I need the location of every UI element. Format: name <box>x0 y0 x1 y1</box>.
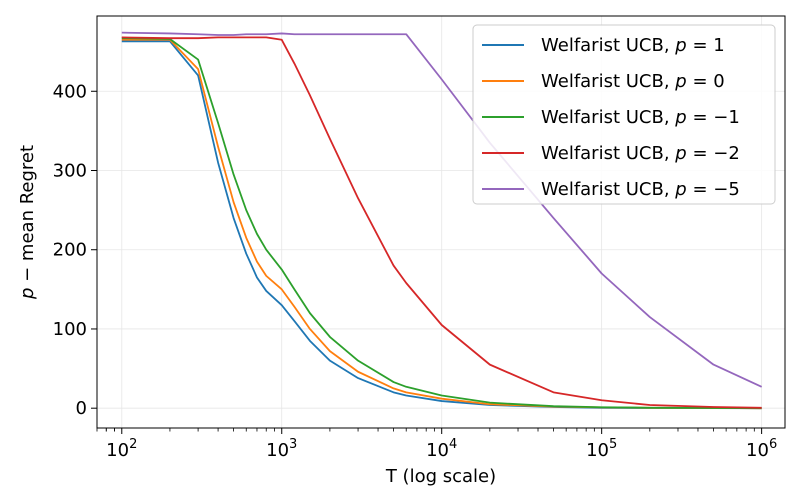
legend-label-prefix: Welfarist UCB, <box>541 71 675 92</box>
y-axis-label-rest: − mean Regret <box>17 145 38 288</box>
x-tick-label: 106 <box>746 437 777 461</box>
series-layer <box>121 31 763 410</box>
y-tick-label: 200 <box>53 240 87 261</box>
x-tick-label-base: 10 <box>426 440 449 461</box>
y-tick-label: 400 <box>53 81 87 102</box>
series-line-3 <box>121 36 762 409</box>
legend-label-prefix: Welfarist UCB, <box>541 143 675 164</box>
legend-label-4: Welfarist UCB, p = −5 <box>541 179 740 200</box>
series-line-2 <box>121 37 762 410</box>
x-tick-label: 103 <box>266 437 297 461</box>
x-tick-label-base: 10 <box>586 440 609 461</box>
legend-label-value: = −1 <box>687 107 740 128</box>
legend-label-0: Welfarist UCB, p = 1 <box>541 35 725 56</box>
y-axis-label-variable: p <box>17 288 38 300</box>
legend-label-variable: p <box>674 71 686 92</box>
legend-label-prefix: Welfarist UCB, <box>541 107 675 128</box>
legend-label-variable: p <box>674 35 686 56</box>
x-tick-label-base: 10 <box>106 440 129 461</box>
x-tick-label-base: 10 <box>746 440 769 461</box>
y-tick-label: 100 <box>53 319 87 340</box>
legend-label-variable: p <box>674 107 686 128</box>
legend-label-value: = 1 <box>687 35 725 56</box>
x-tick-label: 105 <box>586 437 617 461</box>
x-axis-label: T (log scale) <box>385 466 496 487</box>
y-tick-label: 0 <box>76 398 87 419</box>
legend-label-prefix: Welfarist UCB, <box>541 35 675 56</box>
y-axis-label: p − mean Regret <box>17 145 38 300</box>
x-tick-label-base: 10 <box>266 440 289 461</box>
legend-label-variable: p <box>674 179 686 200</box>
legend-label-value: = 0 <box>687 71 725 92</box>
x-tick-label-exponent: 6 <box>769 437 777 452</box>
series-line-4 <box>121 31 763 388</box>
x-tick-label: 104 <box>426 437 457 461</box>
x-tick-label: 102 <box>106 437 137 461</box>
y-tick-label: 300 <box>53 161 87 182</box>
legend-label-variable: p <box>674 143 686 164</box>
y-axis: 0 100 200 300 400 <box>53 81 97 419</box>
x-tick-label-exponent: 5 <box>609 437 617 452</box>
x-tick-label-exponent: 4 <box>449 437 457 452</box>
plot-frame <box>96 15 786 429</box>
legend-label-3: Welfarist UCB, p = −2 <box>541 143 740 164</box>
x-axis: 102 103 104 105 106 <box>96 428 777 461</box>
legend-label-2: Welfarist UCB, p = −1 <box>541 107 740 128</box>
x-tick-label-exponent: 2 <box>129 437 137 452</box>
legend-label-prefix: Welfarist UCB, <box>541 179 675 200</box>
legend-box <box>472 24 776 205</box>
x-tick-label-exponent: 3 <box>289 437 297 452</box>
legend-label-value: = −5 <box>687 179 740 200</box>
legend-label-1: Welfarist UCB, p = 0 <box>541 71 725 92</box>
legend-label-value: = −2 <box>687 143 740 164</box>
